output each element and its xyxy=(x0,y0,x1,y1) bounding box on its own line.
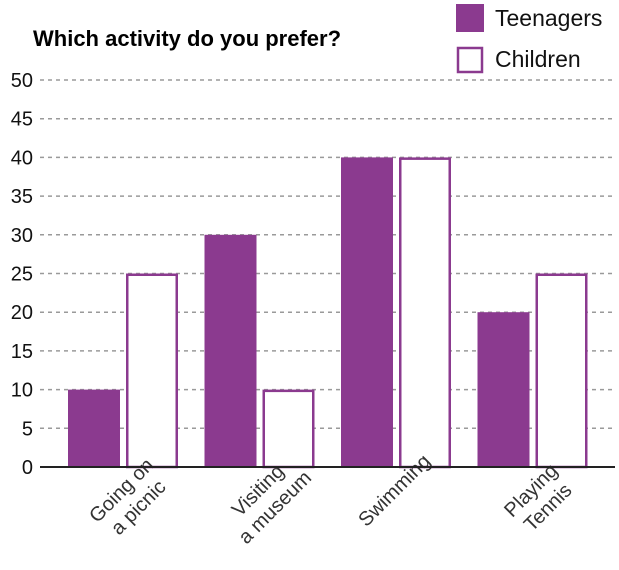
bar-children xyxy=(262,389,315,469)
y-tick-label: 0 xyxy=(22,457,33,479)
y-tick-label: 25 xyxy=(11,264,33,286)
y-tick-label: 45 xyxy=(11,109,33,131)
legend-swatch-children xyxy=(456,46,484,74)
legend-swatch-teenagers xyxy=(456,4,484,32)
bar-teenagers xyxy=(477,312,530,467)
y-tick-label: 40 xyxy=(11,147,33,169)
y-tick-label: 50 xyxy=(11,70,33,92)
bar-children xyxy=(399,157,451,469)
bar-teenagers xyxy=(341,157,393,467)
y-tick-label: 35 xyxy=(11,186,33,208)
y-tick-label: 5 xyxy=(22,418,33,440)
bar-teenagers xyxy=(68,389,120,467)
y-tick-label: 20 xyxy=(11,302,33,324)
legend-label-teenagers: Teenagers xyxy=(495,5,602,31)
y-tick-label: 30 xyxy=(11,225,33,247)
y-axis-ticks: 0 5 10 15 20 25 30 35 40 45 50 xyxy=(11,70,33,479)
chart-title: Which activity do you prefer? xyxy=(33,26,341,51)
legend-label-children: Children xyxy=(495,46,581,72)
bar-children xyxy=(126,273,178,469)
y-tick-label: 10 xyxy=(11,380,33,402)
legend: Teenagers Children xyxy=(456,4,602,74)
x-tick-label: PlayingTennis xyxy=(500,460,579,539)
bar-children xyxy=(535,273,588,469)
y-tick-label: 15 xyxy=(11,341,33,363)
bar-teenagers xyxy=(204,234,257,467)
bars xyxy=(68,157,588,469)
